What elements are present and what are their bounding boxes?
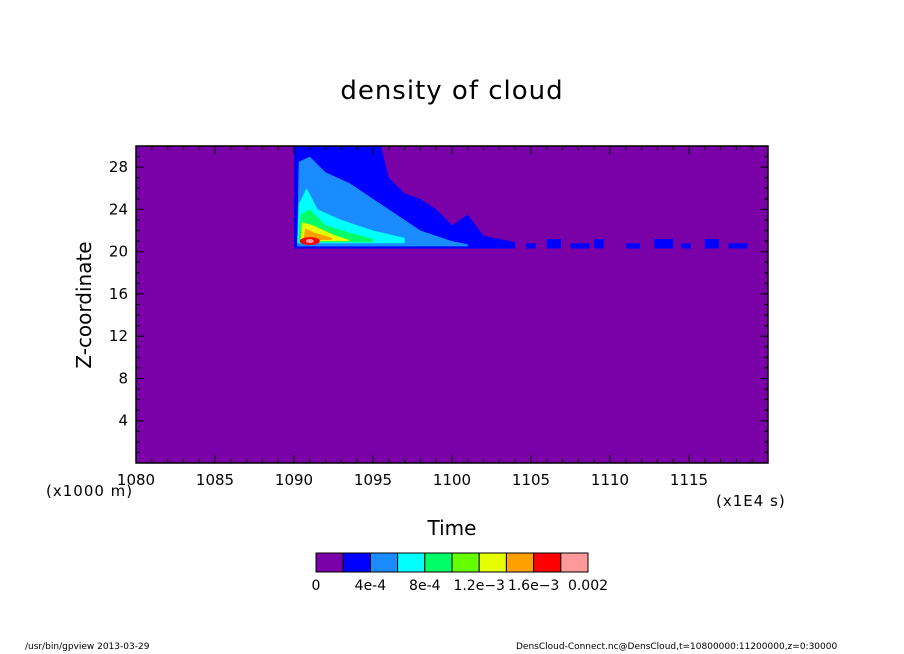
y-tick-label: 28 — [109, 158, 128, 176]
x-tick-label: 1110 — [591, 471, 629, 489]
chart-title: density of cloud — [340, 76, 564, 106]
colorbar-swatch — [560, 552, 589, 573]
colorbar-label: 1.6e−3 — [508, 578, 560, 594]
cloud-patch — [526, 243, 536, 249]
colorbar-label: 0.002 — [568, 578, 608, 594]
x-tick-label: 1090 — [275, 471, 313, 489]
cloud-patch — [654, 238, 674, 249]
colorbar-label: 1.2e−3 — [453, 578, 505, 594]
cloud-patch — [704, 238, 720, 249]
cloud-patch — [546, 238, 562, 249]
x-tick-label: 1105 — [512, 471, 550, 489]
cloud-peak-max — [305, 239, 314, 244]
x-axis-label: Time — [427, 516, 477, 540]
colorbar-label: 0 — [312, 578, 321, 594]
colorbar-swatch — [478, 552, 507, 573]
colorbar-swatch — [369, 552, 399, 573]
y-tick-label: 16 — [109, 285, 128, 303]
footer-command: /usr/bin/gpview 2013-03-29 — [25, 642, 150, 652]
colorbar-swatch — [424, 552, 453, 573]
y-tick-label: 20 — [109, 243, 128, 261]
x-tick-label: 1095 — [354, 471, 392, 489]
y-tick-label: 12 — [109, 327, 128, 345]
cloud-patch — [681, 243, 691, 249]
x-tick-label: 1115 — [670, 471, 708, 489]
heatmap-background — [136, 146, 768, 463]
x-tick-label: 1085 — [196, 471, 234, 489]
y-tick-label: 24 — [109, 200, 128, 218]
colorbar-swatch — [451, 552, 480, 573]
colorbar-swatch — [315, 552, 344, 573]
colorbar-label: 4e-4 — [355, 578, 387, 594]
cloud-patch — [594, 238, 604, 249]
x-tick-label: 1080 — [117, 471, 155, 489]
colorbar-swatch — [342, 552, 371, 573]
cloud-patch — [570, 243, 590, 249]
colorbar-swatch — [533, 552, 562, 573]
x-axis-unit: (x1E4 s) — [716, 492, 786, 510]
y-axis-unit: (x1000 m) — [46, 482, 134, 500]
y-tick-label: 8 — [118, 369, 128, 387]
cloud-patch — [728, 243, 748, 249]
footer-source: DensCloud-Connect.nc@DensCloud,t=1080000… — [516, 642, 838, 652]
colorbar-swatch — [505, 552, 535, 573]
x-tick-label: 1100 — [433, 471, 471, 489]
colorbar-swatch — [397, 552, 426, 573]
cloud-patch — [625, 243, 641, 249]
colorbar-label: 8e-4 — [409, 578, 441, 594]
y-tick-label: 4 — [118, 412, 128, 430]
